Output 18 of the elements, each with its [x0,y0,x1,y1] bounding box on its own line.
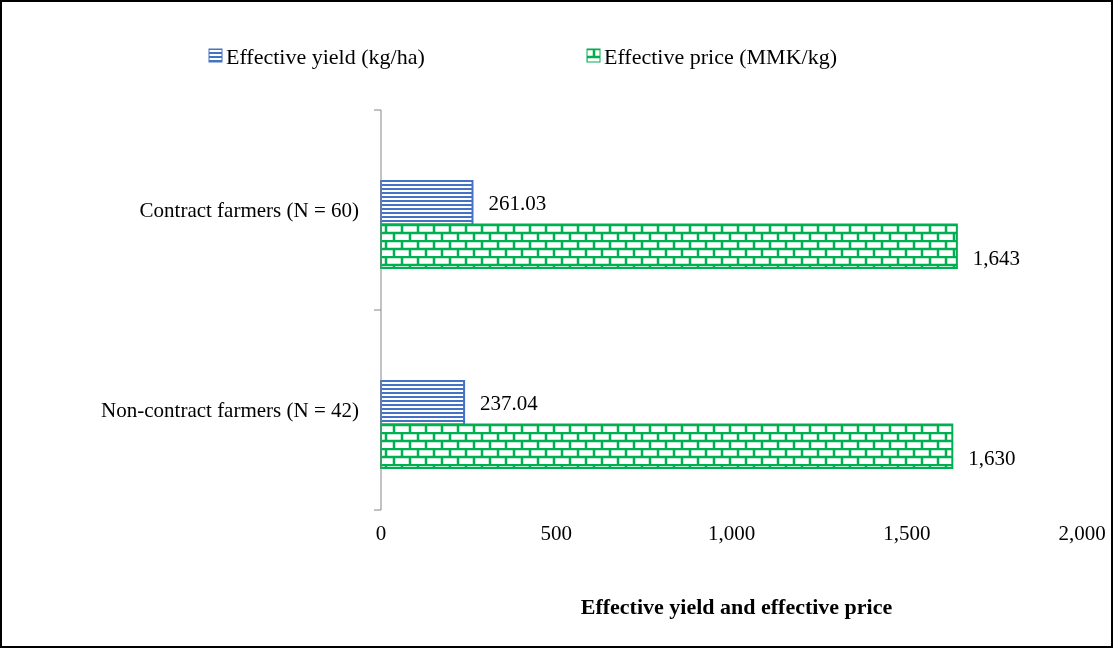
data-label: 237.04 [480,391,539,416]
y-tick-label: Contract farmers (N = 60) [139,198,359,223]
legend-label: Effective yield (kg/ha) [226,43,425,69]
bar [380,180,474,226]
bar [380,223,958,269]
y-tick-label: Non-contract farmers (N = 42) [101,398,360,423]
bar [380,380,466,426]
x-tick-label: 1,500 [883,521,931,545]
bar [380,423,954,469]
data-label: 1,630 [968,446,1016,471]
data-label: 261.03 [488,191,547,216]
x-tick-label: 0 [375,521,387,545]
x-tick-label: 500 [540,521,572,545]
x-tick-label: 1,000 [707,521,756,545]
x-tick-label: 2,000 [1058,521,1106,545]
legend-label: Effective price (MMK/kg) [604,43,837,69]
x-axis-title: Effective yield and effective price [580,594,893,619]
data-label: 1,643 [972,246,1021,271]
